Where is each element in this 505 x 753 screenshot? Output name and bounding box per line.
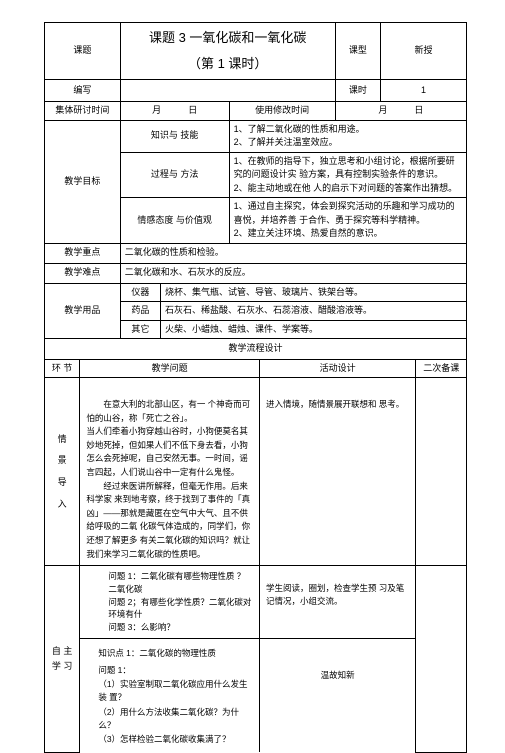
label-kexing: 课型 — [335, 23, 380, 80]
content-guocheng: 1、在教师的指导下，独立思考和小组讨论，根据所要研究的问题设计实 验方案，具有控… — [229, 152, 466, 198]
intro-activity: 进入情境，随情景展开联想和 思考。 — [259, 378, 415, 566]
review-q2: （2）用什么方法收集二氧化碳？为什么？ — [98, 706, 253, 732]
content-zhishi: 1、了解二氧化碳的性质和用途。 2、了解并关注温室效应。 — [229, 120, 466, 152]
study-beike — [416, 566, 467, 753]
label-jiti: 集体研讨时间 — [45, 102, 121, 121]
title-line2: （第 1 课时） — [125, 51, 331, 77]
title-line1: 课题 3 一氧化碳和一氧化碳 — [125, 25, 331, 51]
label-keti: 课题 — [45, 23, 121, 80]
label-zhishi: 知识与 技能 — [120, 120, 229, 152]
review-activity: 温故知新 — [259, 638, 415, 752]
content-yaopin: 石灰石、稀盐酸、石灰水、石蕊溶液、醋酸溶液等。 — [161, 302, 467, 321]
col-beike: 二次备课 — [416, 359, 467, 378]
content-qita: 火柴、小蜡烛、蜡烛、课件、学案等。 — [161, 320, 467, 339]
section-intro-label: 情 景 导 入 — [45, 378, 80, 566]
label-goals: 教学目标 — [45, 120, 121, 243]
date-left: 月 日 — [120, 102, 229, 121]
study-activity: 学生阅读，圈划，检查学生预 习及笔记情况，小组交流。 — [259, 566, 415, 639]
lesson-title: 课题 3 一氧化碳和一氧化碳 （第 1 课时） — [120, 23, 335, 80]
label-shiyong: 使用修改时间 — [229, 102, 335, 121]
col-huodong: 活动设计 — [259, 359, 415, 378]
label-zhongdian: 教学重点 — [45, 243, 121, 263]
empty-bianxie — [120, 80, 335, 102]
value-keshi: 1 — [381, 80, 467, 102]
study-questions: 问题 1：二氧化碳有哪些物理性质 ？ 二氧化碳 问题 2；有哪些化学性质？二氧化… — [80, 566, 260, 639]
value-kexing: 新授 — [381, 23, 467, 80]
content-zhongdian: 二氧化碳的性质和检验。 — [120, 243, 466, 263]
review-content: 知识点 1：二氧化碳的物理性质 问题 1： （1）实验室制取二氧化碳应用什么发生… — [80, 638, 260, 752]
label-qita: 其它 — [120, 320, 160, 339]
label-keshi: 课时 — [335, 80, 380, 102]
section-study-label: 自 主学 习 — [45, 566, 80, 753]
content-qinggan: 1、通过自主探究，体会到探究活动的乐趣和学习成功的喜悦，并培养善 于合作、勇于探… — [229, 198, 466, 244]
label-guocheng: 过程与 方法 — [120, 152, 229, 198]
label-qinggan: 情感态度 与价值观 — [120, 198, 229, 244]
label-nandian: 教学难点 — [45, 263, 121, 283]
review-q: 问题 1： — [98, 664, 253, 677]
review-q3: （3）怎样检验二氧化碳收集满了？ — [98, 733, 253, 746]
label-yaopin: 药品 — [120, 302, 160, 321]
review-q1: （1）实验室制取二氧化碳应用什么发生装 置？ — [98, 678, 253, 704]
label-supplies: 教学用品 — [45, 283, 121, 339]
label-yiqi: 仪器 — [120, 283, 160, 302]
date-right: 月 日 — [335, 102, 466, 121]
flow-title: 教学流程设计 — [45, 339, 467, 360]
col-wenti: 教学问题 — [80, 359, 260, 378]
intro-story: 在意大利的北部山区，有一 个神奇而可 怕的山谷，称「死亡之谷」。 当人们牵着小狗… — [80, 378, 260, 566]
content-nandian: 二氧化碳和水、石灰水的反应。 — [120, 263, 466, 283]
content-yiqi: 烧杯、集气瓶、试管、导管、玻璃片、铁架台等。 — [161, 283, 467, 302]
intro-beike — [416, 378, 467, 566]
col-huanjie: 环 节 — [45, 359, 80, 378]
label-bianxie: 编写 — [45, 80, 121, 102]
review-header: 知识点 1：二氧化碳的物理性质 — [98, 647, 253, 660]
